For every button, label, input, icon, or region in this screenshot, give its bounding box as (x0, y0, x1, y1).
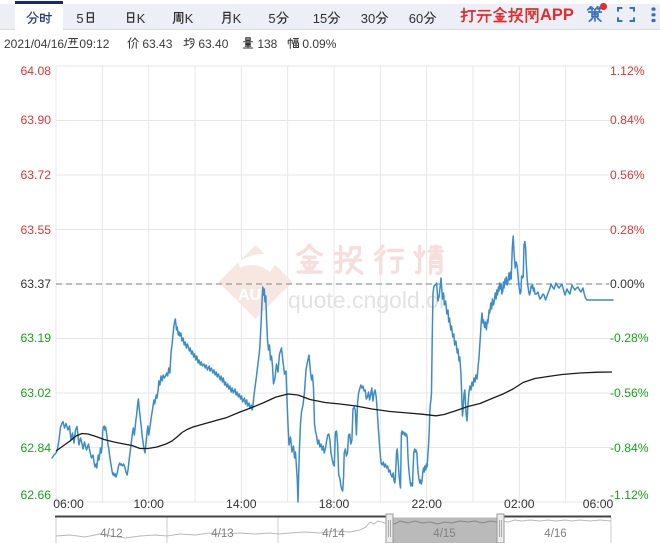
svg-text:4/14: 4/14 (322, 528, 345, 540)
svg-text:63.19: 63.19 (21, 331, 52, 345)
svg-text:quote.cngold.or: quote.cngold.or (288, 287, 447, 313)
svg-text:0.28%: 0.28% (610, 223, 645, 237)
svg-text:4/16: 4/16 (544, 528, 566, 540)
svg-text:63.72: 63.72 (21, 168, 52, 182)
svg-text:4/12: 4/12 (100, 528, 122, 540)
svg-text:-0.28%: -0.28% (610, 331, 649, 345)
svg-text:0.56%: 0.56% (610, 168, 645, 182)
svg-text:AU: AU (238, 287, 261, 304)
svg-text:14:00: 14:00 (226, 497, 257, 511)
svg-text:64.08: 64.08 (21, 64, 52, 78)
svg-text:02:00: 02:00 (504, 497, 535, 511)
svg-text:63.02: 63.02 (21, 386, 52, 400)
svg-text:06:00: 06:00 (583, 497, 614, 511)
svg-text:62.84: 62.84 (21, 441, 52, 455)
svg-text:63.37: 63.37 (21, 277, 52, 291)
svg-text:63.90: 63.90 (21, 113, 52, 127)
svg-text:-0.56%: -0.56% (610, 386, 649, 400)
svg-text:1.12%: 1.12% (610, 64, 645, 78)
svg-text:22:00: 22:00 (411, 497, 442, 511)
svg-text:4/13: 4/13 (211, 528, 233, 540)
svg-text:-0.84%: -0.84% (610, 441, 649, 455)
svg-text:06:00: 06:00 (53, 497, 84, 511)
svg-text:0.84%: 0.84% (610, 113, 645, 127)
svg-text:63.55: 63.55 (21, 223, 52, 237)
svg-text:-1.12%: -1.12% (610, 488, 649, 502)
svg-text:18:00: 18:00 (319, 497, 350, 511)
svg-text:10:00: 10:00 (133, 497, 164, 511)
svg-text:62.66: 62.66 (21, 488, 52, 502)
svg-text:4/15: 4/15 (433, 528, 455, 540)
svg-text:0.00%: 0.00% (610, 277, 645, 291)
